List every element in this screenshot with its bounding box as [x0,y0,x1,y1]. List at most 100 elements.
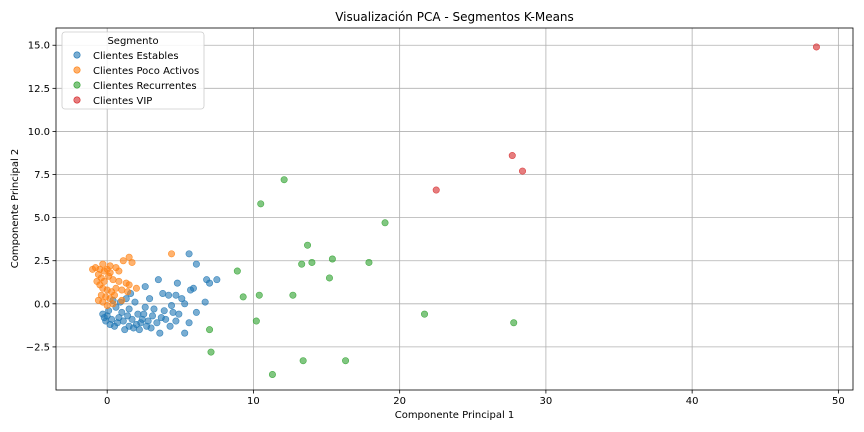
data-point [298,260,306,268]
data-point [172,317,180,325]
data-point [149,312,157,320]
data-point [289,291,297,299]
series-0 [99,250,221,337]
legend-title: Segmento [107,36,158,47]
legend-label: Clientes Poco Activos [93,66,199,77]
data-point [213,276,221,284]
data-point [255,291,263,299]
data-point [130,324,138,332]
data-point [519,167,527,175]
y-tick-label: 0.0 [34,299,50,310]
data-point [121,326,129,334]
data-point [99,310,107,318]
data-point [172,291,180,299]
data-point [165,291,173,299]
data-point [233,267,241,275]
data-point [112,264,120,272]
x-tick-label: 20 [393,396,406,407]
data-point [160,307,168,315]
data-point [118,296,126,304]
y-tick-label: 7.5 [34,170,50,181]
data-point [134,310,142,318]
data-point [257,200,265,208]
data-point [93,277,101,285]
data-point [102,317,110,325]
data-point [268,370,276,378]
y-tick-label: 5.0 [34,213,50,224]
data-point [304,241,312,249]
data-point [175,310,183,318]
plot-area [55,27,854,391]
y-tick-label: −2.5 [26,342,50,353]
data-point [109,300,117,308]
data-point [157,314,165,322]
data-point [131,298,139,306]
x-tick-label: 10 [247,396,260,407]
legend-label: Clientes Estables [93,51,179,62]
data-point [169,308,177,316]
data-point [812,43,820,51]
data-point [432,186,440,194]
data-point [207,348,215,356]
data-point [192,260,200,268]
series-2 [206,176,518,378]
grid [56,28,853,390]
data-point [132,284,140,292]
data-point [185,319,193,327]
y-tick-label: 10.0 [28,127,50,138]
data-point [119,257,127,265]
x-tick-label: 50 [832,396,845,407]
data-point [156,329,164,337]
legend-marker [73,81,81,89]
data-point [141,303,149,311]
data-point [166,322,174,330]
data-point [125,253,133,261]
data-point [192,308,200,316]
data-point [508,152,516,160]
x-tick-label: 40 [686,396,699,407]
data-point [150,305,158,313]
data-point [112,284,120,292]
legend-items: Clientes Estables Clientes Poco Activos Cl… [73,51,199,107]
data-point [168,250,176,258]
data-point [137,319,145,327]
data-point [325,274,333,282]
data-point [187,286,195,294]
data-point [252,317,260,325]
legend-label: Clientes VIP [93,96,152,107]
axis-ticks: 0 10 20 30 40 50 −2.5 0.0 2.5 5.0 7.5 10.0 12.5 15.0 [26,41,845,407]
data-point [118,286,126,294]
data-point [181,329,189,337]
data-point [106,262,114,270]
data-point [185,250,193,258]
data-point [173,279,181,287]
legend-marker [73,96,81,104]
x-axis-title: Componente Principal 1 [395,410,515,421]
data-point [118,308,126,316]
chart-title: Visualización PCA - Segmentos K-Means [335,10,574,24]
y-tick-label: 15.0 [28,41,50,52]
data-point [125,281,133,289]
legend-label: Clientes Recurrentes [93,81,197,92]
data-point [100,267,108,275]
y-axis-title: Componente Principal 2 [10,149,21,269]
data-point [206,326,214,334]
data-point [239,293,247,301]
data-point [159,289,167,297]
series-1 [89,250,176,310]
data-point [342,357,350,365]
y-tick-label: 12.5 [28,84,50,95]
data-point [146,295,154,303]
data-point [421,310,429,318]
data-point [110,291,118,299]
data-point [99,260,107,268]
data-point [124,288,132,296]
data-point [328,255,336,263]
data-point [153,319,161,327]
data-point [124,312,132,320]
legend: Segmento Clientes Estables Clientes Poco … [61,31,205,110]
data-point [178,295,186,303]
data-point [510,319,518,327]
x-tick-label: 30 [540,396,553,407]
